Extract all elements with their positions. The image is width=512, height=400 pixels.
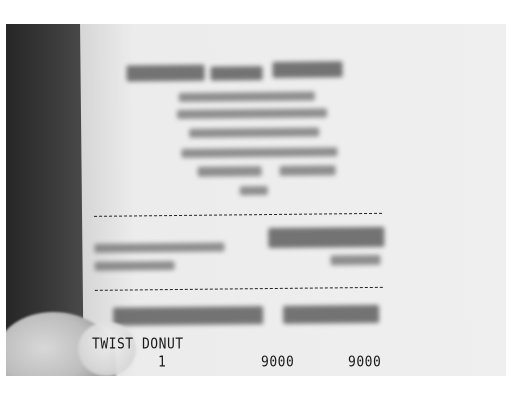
- photo: TWIST DONUT 1 9000 9000: [6, 24, 506, 376]
- item-unit-price: 9000: [261, 353, 295, 372]
- separator-line: [94, 212, 383, 217]
- item-total-price: 9000: [348, 353, 382, 372]
- item-name: TWIST DONUT: [92, 335, 184, 354]
- thumbnail-fingernail: [78, 322, 136, 376]
- separator-line: [94, 286, 383, 291]
- receipt-paper: [80, 24, 506, 376]
- item-quantity: 1: [158, 353, 167, 372]
